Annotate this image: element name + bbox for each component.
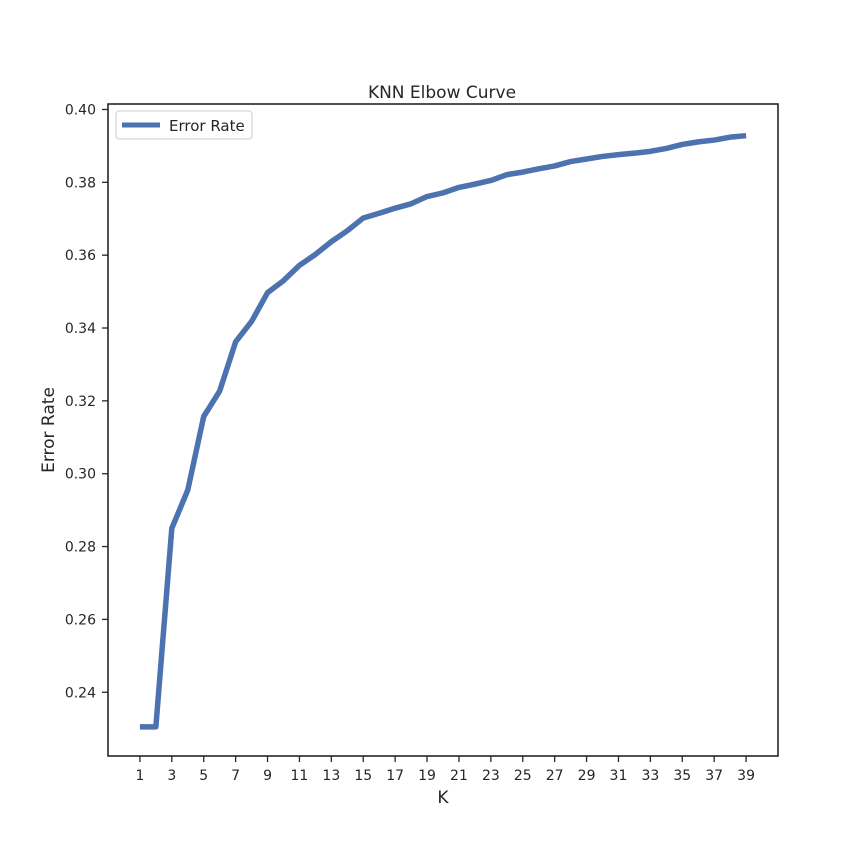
series-layer <box>139 132 747 730</box>
x-tick-label: 11 <box>291 768 309 784</box>
x-tick-label: 35 <box>673 768 691 784</box>
x-tick-label: 37 <box>705 768 723 784</box>
y-axis-title: Error Rate <box>39 387 59 473</box>
y-tick-label: 0.40 <box>65 102 96 118</box>
y-tick-label: 0.30 <box>65 467 96 483</box>
x-tick-label: 23 <box>482 768 500 784</box>
y-tick-label: 0.36 <box>65 248 96 264</box>
x-tick-label: 39 <box>737 768 755 784</box>
x-tick-label: 3 <box>167 768 176 784</box>
x-tick-label: 29 <box>578 768 596 784</box>
y-tick-label: 0.28 <box>65 540 96 556</box>
x-tick-label: 17 <box>386 768 404 784</box>
y-tick-label: 0.38 <box>65 175 96 191</box>
x-tick-label: 25 <box>514 768 532 784</box>
x-tick-label: 19 <box>418 768 436 784</box>
x-tick-label: 33 <box>641 768 659 784</box>
x-tick-label: 31 <box>610 768 628 784</box>
y-tick-label: 0.24 <box>65 685 96 701</box>
series-line-error-rate <box>139 132 747 730</box>
x-tick-label: 21 <box>450 768 468 784</box>
x-tick-label: 9 <box>263 768 272 784</box>
x-axis-title: K <box>437 788 449 808</box>
x-tick-label: 7 <box>231 768 240 784</box>
y-tick-label: 0.32 <box>65 394 96 410</box>
y-tick-label: 0.26 <box>65 612 96 628</box>
legend: Error Rate <box>115 110 253 140</box>
plot-frame <box>107 103 779 757</box>
x-tick-label: 13 <box>322 768 340 784</box>
legend-label: Error Rate <box>169 117 245 135</box>
ticks-layer: 1 3 5 7 9 11 13 15 17 19 21 23 25 27 29 31 33 35 37 390.240… <box>65 102 755 784</box>
x-tick-label: 5 <box>199 768 208 784</box>
x-tick-label: 1 <box>135 768 144 784</box>
chart-title: KNN Elbow Curve <box>368 83 516 103</box>
x-tick-label: 15 <box>354 768 372 784</box>
legend-box <box>115 110 253 140</box>
x-tick-label: 27 <box>546 768 564 784</box>
y-tick-label: 0.34 <box>65 321 96 337</box>
